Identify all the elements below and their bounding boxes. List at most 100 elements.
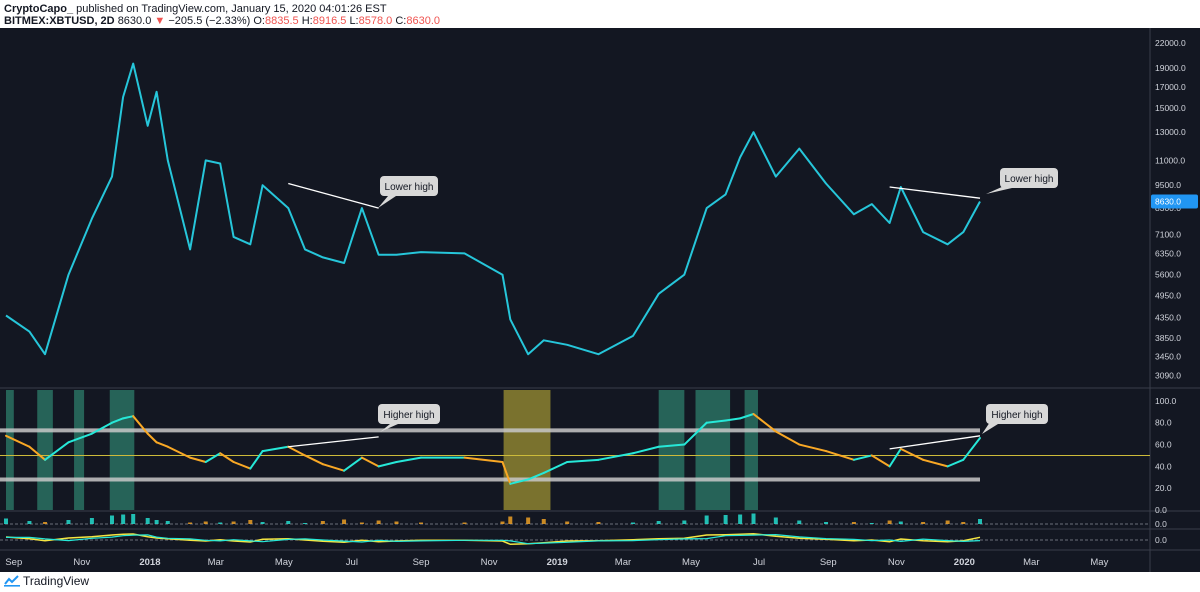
price-axis-tick: 7100.0: [1155, 230, 1181, 240]
histogram-bar: [945, 520, 950, 524]
rsi-segment: [566, 458, 600, 463]
rsi-segment: [155, 441, 169, 448]
time-axis-tick: 2019: [547, 557, 568, 568]
histogram-bar: [723, 515, 728, 524]
lower-high-callout-box: [1000, 168, 1058, 188]
time-axis-tick: Sep: [5, 557, 22, 568]
price-axis-tick: 11000.0: [1155, 155, 1185, 165]
histogram-bar: [526, 517, 531, 524]
rsi-segment: [888, 447, 902, 468]
symbol-label[interactable]: BITMEX:XBTUSD, 2D: [4, 15, 115, 27]
rsi-segment: [261, 445, 290, 453]
chart-area[interactable]: 22000.0 19000.0 17000.0 15000.0 13000.0 11000…: [0, 28, 1200, 572]
rsi-segment: [527, 471, 545, 481]
close-value: 8630.0: [406, 15, 440, 27]
price-axis-tick: 3450.0: [1155, 352, 1181, 362]
time-axis-tick: Sep: [413, 557, 430, 568]
overbought-zone: [658, 390, 685, 510]
overbought-zone: [109, 390, 135, 510]
rsi-segment: [798, 443, 828, 453]
overbought-zone: [74, 390, 85, 510]
lower-high-trendline: [889, 186, 981, 199]
rsi-axis-tick: 80.0: [1155, 418, 1172, 428]
tradingview-footer[interactable]: TradingView: [4, 574, 89, 588]
histogram-bar: [419, 522, 424, 524]
rsi-segment: [922, 458, 949, 468]
histogram-bar: [66, 520, 71, 524]
rsi-segment: [321, 463, 346, 472]
rsi-segment: [739, 413, 755, 420]
histogram-bar: [286, 521, 291, 524]
price-axis-tick: 6350.0: [1155, 248, 1181, 258]
rsi-segment: [360, 456, 380, 468]
rsi-segment: [870, 454, 891, 468]
overbought-zone: [695, 390, 731, 510]
rsi-segment: [110, 417, 125, 424]
overbought-zone: [744, 390, 758, 510]
time-axis-tick: May: [1090, 557, 1108, 568]
histogram-bar: [394, 521, 399, 524]
callout-pointer: [982, 422, 998, 434]
chart-canvas[interactable]: 22000.0 19000.0 17000.0 15000.0 13000.0 11000…: [0, 28, 1200, 572]
symbol-info: BITMEX:XBTUSD, 2D 8630.0 ▼ −205.5 (−2.33…: [4, 15, 440, 27]
overbought-zone: [6, 390, 14, 510]
rsi-segment: [724, 417, 742, 422]
higher-high-callout: Higher high: [383, 410, 434, 421]
histogram-bar: [898, 521, 903, 524]
price-change: −205.5 (−2.33%): [168, 15, 251, 27]
time-axis-tick: Mar: [1023, 557, 1039, 568]
time-axis-background: [0, 550, 1200, 572]
rsi-segment: [377, 461, 398, 468]
time-axis-tick: Nov: [73, 557, 90, 568]
histogram-bar: [751, 513, 756, 524]
oscillator-axis-tick: 0.0: [1155, 535, 1167, 545]
histogram-bar: [218, 522, 223, 524]
rsi-axis-tick: 40.0: [1155, 461, 1172, 471]
callout-pointer: [378, 196, 396, 208]
time-axis-tick: May: [275, 557, 293, 568]
rsi-segment: [657, 443, 686, 448]
rsi-segment: [946, 458, 965, 468]
histogram-bar: [631, 522, 636, 524]
histogram-bar: [165, 521, 170, 524]
tradingview-logo-icon: [4, 575, 20, 587]
histogram-bar: [121, 514, 126, 524]
rsi-axis-tick: 20.0: [1155, 483, 1172, 493]
rsi-segment: [597, 452, 635, 461]
histogram-bar: [887, 520, 892, 524]
rsi-segment: [304, 454, 324, 466]
histogram-bar: [596, 522, 601, 524]
rsi-segment: [632, 445, 660, 455]
histogram-bar: [462, 522, 467, 524]
time-axis-tick: 2018: [139, 557, 160, 568]
histogram-bar: [203, 521, 208, 524]
histogram-bar: [154, 520, 159, 524]
histogram-bar: [4, 518, 8, 524]
time-axis-tick: 2020: [954, 557, 975, 568]
price-axis-tick: 3850.0: [1155, 333, 1181, 343]
rsi-segment: [287, 445, 307, 457]
histogram-bar: [188, 522, 193, 524]
rsi-segment: [249, 450, 264, 470]
time-axis-tick: Jul: [753, 557, 765, 568]
rsi-axis-tick: 100.0: [1155, 396, 1177, 406]
rsi-segment: [5, 434, 31, 448]
rsi-segment: [204, 452, 222, 463]
histogram-bar: [248, 520, 253, 524]
down-arrow-icon: ▼: [154, 15, 166, 27]
histogram-axis-tick: 0.0: [1155, 519, 1167, 529]
time-axis-tick: Mar: [615, 557, 631, 568]
publisher-name[interactable]: CryptoCapo_: [4, 3, 74, 15]
published-text: published on TradingView.com, January 15…: [76, 3, 387, 15]
histogram-bar: [27, 521, 32, 524]
histogram-bar: [131, 514, 136, 524]
chart-background: [0, 28, 1200, 550]
rsi-segment: [232, 461, 252, 470]
rsi-segment: [509, 478, 530, 485]
rsi-segment: [122, 415, 135, 420]
last-price-tag: [1151, 194, 1198, 209]
time-axis-tick: Sep: [820, 557, 837, 568]
rsi-segment: [852, 454, 873, 461]
rsi-segment: [962, 437, 981, 461]
callout-pointer: [986, 186, 1012, 194]
